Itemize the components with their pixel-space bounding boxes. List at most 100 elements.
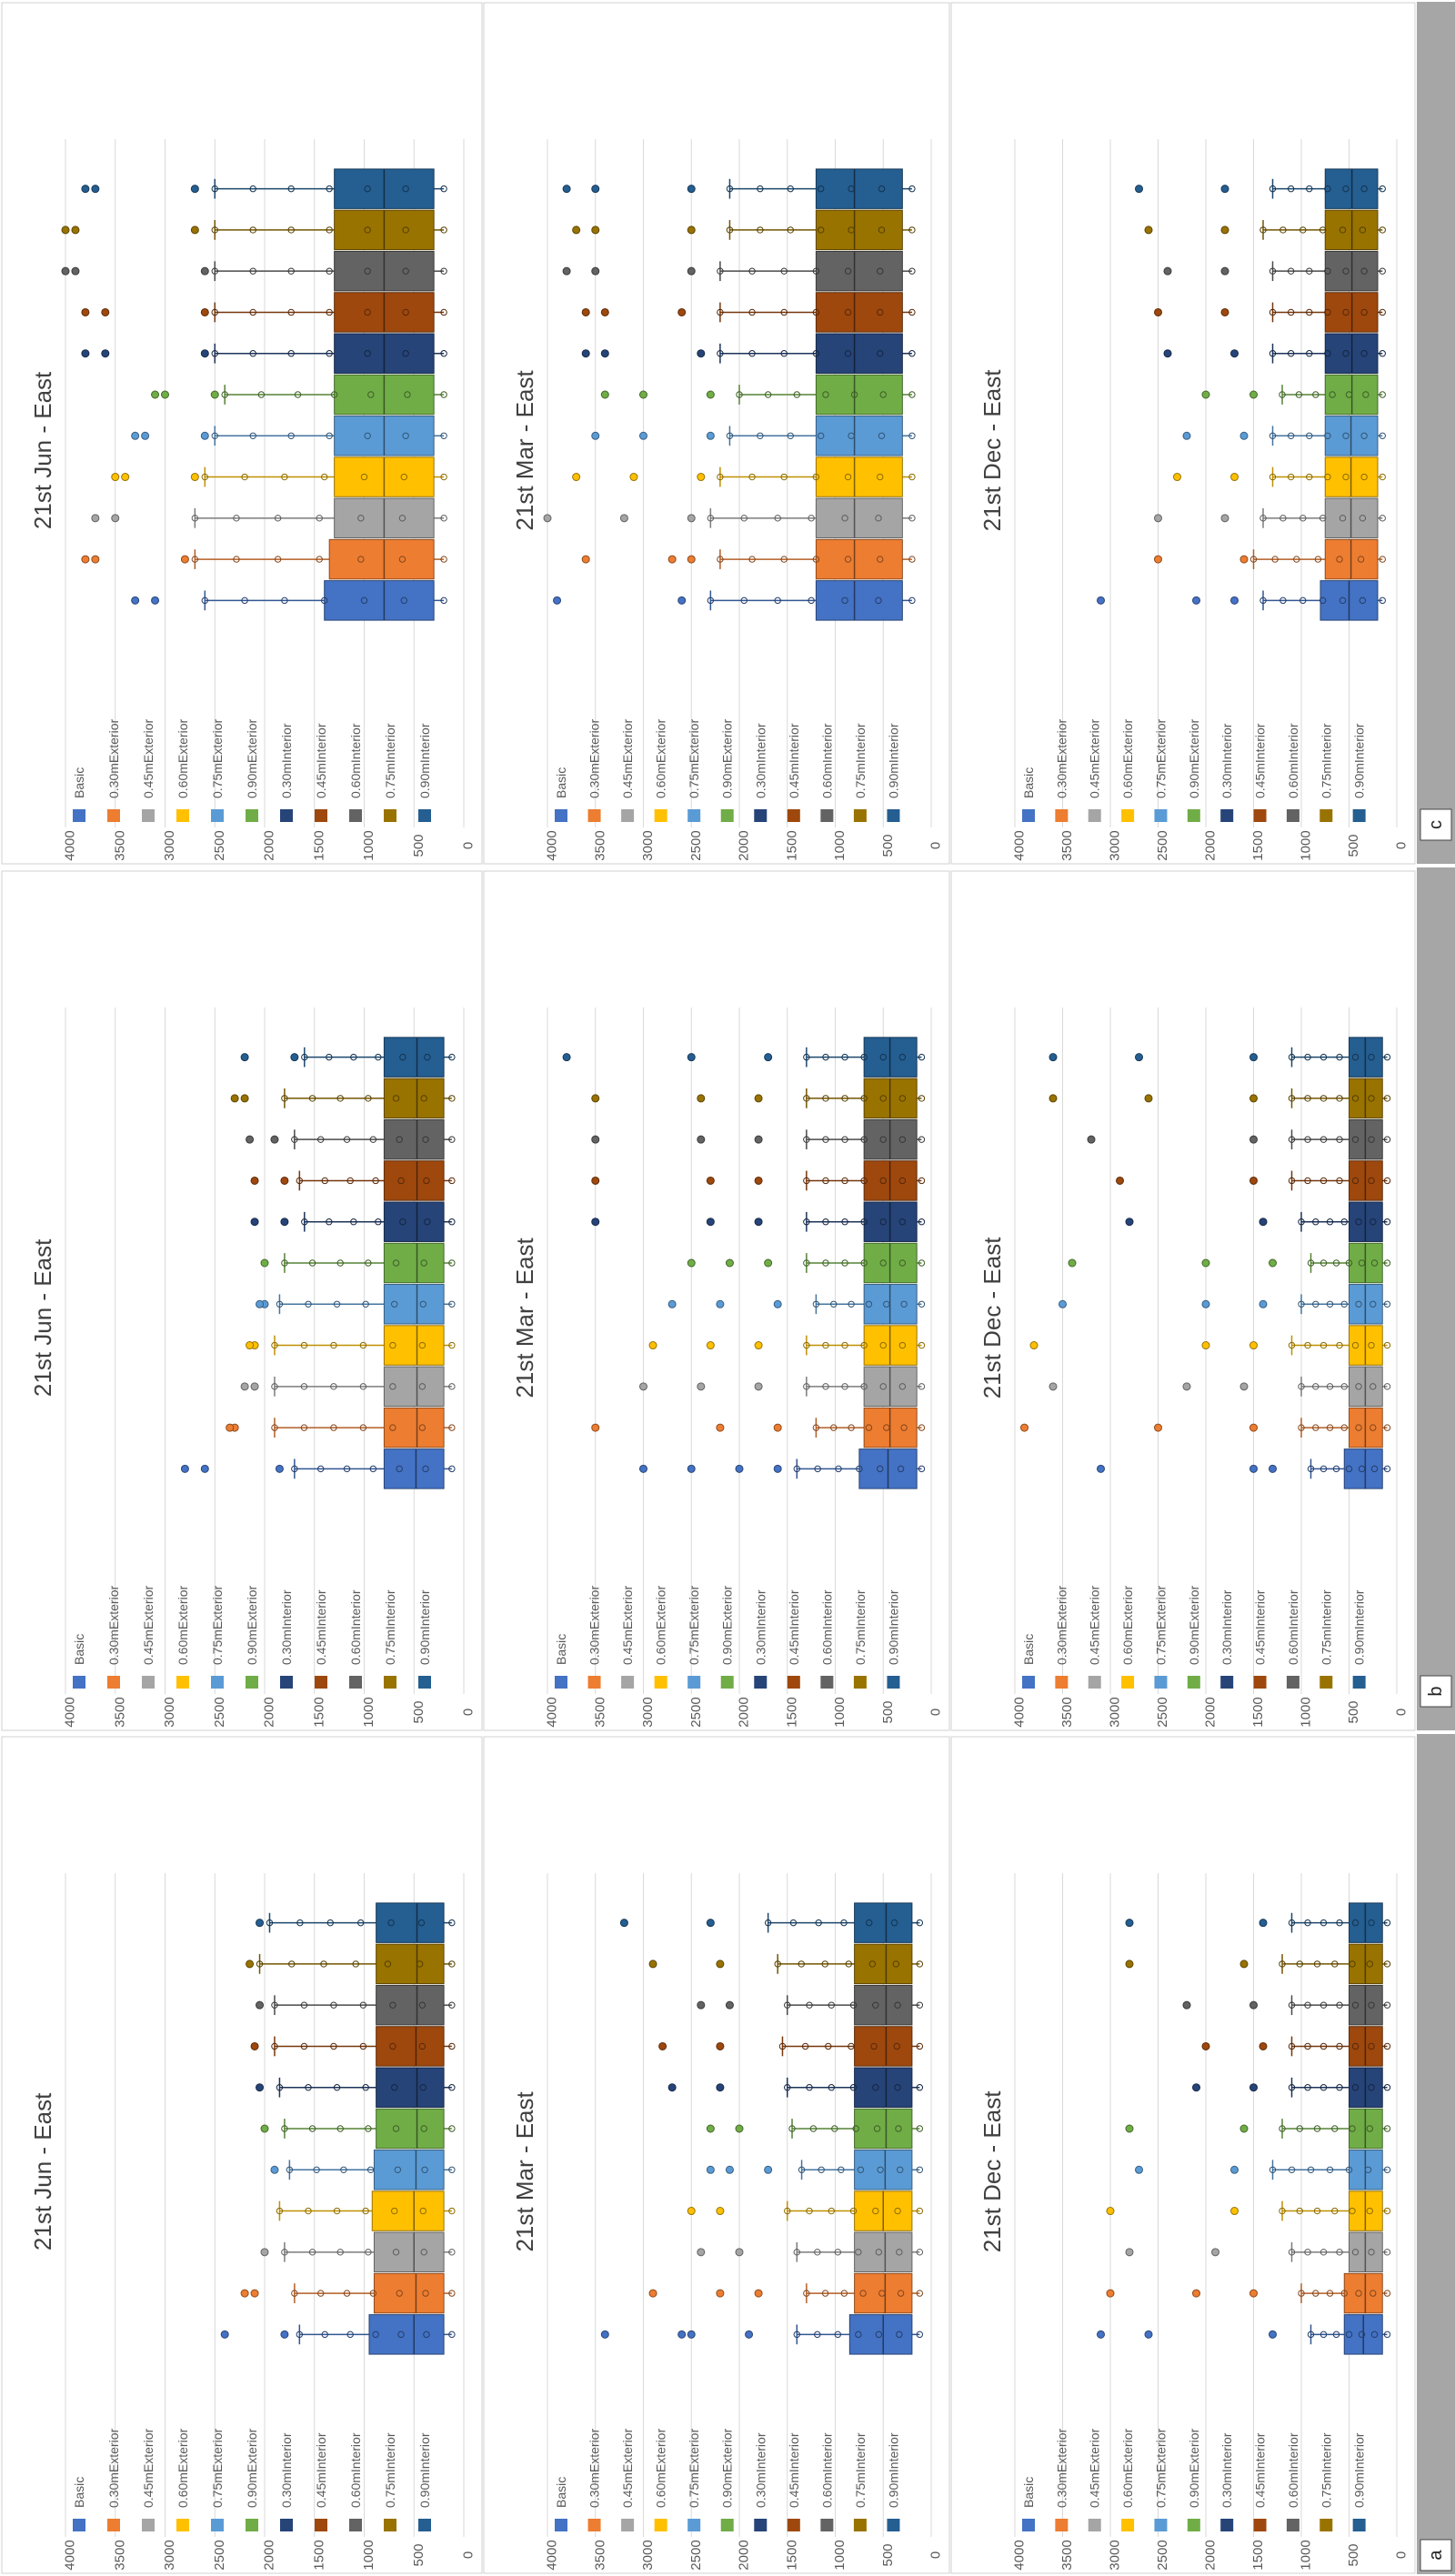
data-point (1269, 2166, 1277, 2173)
outlier-point (725, 2000, 734, 2010)
data-point (1299, 596, 1307, 605)
outlier-point (1173, 473, 1181, 482)
legend-swatch (280, 2519, 293, 2531)
data-point (274, 556, 282, 563)
data-point (221, 391, 228, 398)
data-point (798, 1960, 805, 1968)
data-point (1326, 2166, 1334, 2173)
data-point (1324, 185, 1331, 193)
data-point (1298, 1300, 1305, 1308)
tick-label: 2000 (1203, 2540, 1219, 2570)
outlier-point (256, 1299, 265, 1308)
outlier-point (735, 1464, 744, 1473)
legend-swatch (349, 2519, 362, 2531)
chart-panel: 0 500 1000 1500 2000 2500 3000 3500 4000 21st Jun… (1, 2, 483, 865)
data-point (448, 2001, 456, 2009)
outlier-point (1239, 2124, 1249, 2133)
data-point (803, 1341, 810, 1349)
data-point (271, 1341, 278, 1349)
data-point (1368, 1341, 1375, 1349)
box (815, 497, 903, 539)
legend-swatch (1320, 809, 1333, 822)
chart-panel: 0 500 1000 1500 2000 2500 3000 3500 4000 21st Mar… (483, 870, 950, 1731)
outlier-point (581, 349, 590, 358)
data-point (803, 1259, 810, 1267)
box (854, 2108, 913, 2150)
chart-title: 21st Mar - East (511, 370, 538, 531)
box (373, 2231, 445, 2273)
data-point (875, 515, 882, 522)
legend-label: Basic (1021, 2477, 1036, 2508)
legend-label: 0.30mInterior (279, 1589, 294, 1665)
legend-swatch (142, 2519, 155, 2531)
data-point (1366, 1960, 1373, 1968)
data-point (780, 308, 788, 316)
legend-label: Basic (1021, 1634, 1036, 1665)
data-point (793, 1465, 800, 1473)
data-point (812, 1300, 820, 1308)
data-point (333, 1300, 341, 1308)
outlier-point (687, 266, 696, 276)
tick-label: 2000 (1203, 1697, 1219, 1727)
data-point (872, 2084, 879, 2091)
outlier-point (1144, 1094, 1153, 1103)
outlier-point (250, 2041, 259, 2050)
data-point (1383, 1095, 1391, 1102)
legend-swatch (887, 2519, 900, 2531)
legend-swatch (555, 809, 567, 822)
outlier-point (1249, 1135, 1258, 1144)
data-point (1306, 473, 1313, 481)
data-point (793, 2249, 800, 2256)
data-point (868, 1960, 876, 1968)
data-point (281, 2125, 288, 2132)
tick-label: 0 (928, 1709, 944, 1716)
data-point (916, 2330, 924, 2339)
data-point (897, 2290, 905, 2297)
data-point (346, 2330, 354, 2339)
data-point (1296, 2207, 1303, 2215)
data-point (359, 2042, 367, 2050)
outlier-point (1259, 2041, 1268, 2050)
outlier-point (1201, 1341, 1210, 1350)
legend-label: 0.45mInterior (314, 723, 328, 798)
outlier-point (246, 1960, 255, 1969)
data-point (398, 556, 406, 563)
data-point (448, 1136, 456, 1143)
data-point (281, 1095, 288, 1102)
legend-label: 0.75mInterior (853, 1589, 868, 1665)
tick-label: 3000 (640, 2540, 656, 2570)
outlier-point (240, 1382, 249, 1391)
box (815, 416, 903, 456)
data-point (365, 1259, 372, 1267)
legend-label: Basic (72, 2477, 86, 2508)
tick-label: 2500 (688, 1697, 704, 1727)
data-point (336, 1259, 344, 1267)
outlier-point (260, 1258, 269, 1268)
legend-label: 0.30mExterior (106, 1586, 121, 1665)
box (371, 2190, 445, 2231)
chart-panel: 0 500 1000 1500 2000 2500 3000 3500 4000 21st Mar… (483, 2, 950, 865)
outlier-point (131, 596, 140, 605)
outlier-point (1135, 2165, 1143, 2174)
box (815, 456, 903, 497)
tick-label: 3000 (1108, 1697, 1123, 1727)
data-point (1320, 2249, 1328, 2256)
box (383, 1201, 445, 1242)
outlier-point (240, 2289, 249, 2298)
data-point (872, 2207, 879, 2215)
data-point (346, 1177, 354, 1185)
legend-label: 0.60mExterior (654, 719, 668, 798)
legend-swatch (73, 2519, 85, 2531)
outlier-point (687, 185, 696, 194)
data-point (365, 2249, 372, 2256)
data-point (1336, 556, 1343, 563)
outlier-point (754, 1218, 763, 1227)
data-point (1326, 2290, 1334, 2297)
legend-label: 0.30mInterior (279, 723, 294, 798)
data-point (1383, 2249, 1391, 2256)
data-point (448, 2042, 456, 2050)
data-point (316, 1465, 325, 1473)
tick-label: 500 (411, 834, 426, 857)
data-point (803, 2290, 810, 2297)
data-point (389, 1424, 396, 1431)
